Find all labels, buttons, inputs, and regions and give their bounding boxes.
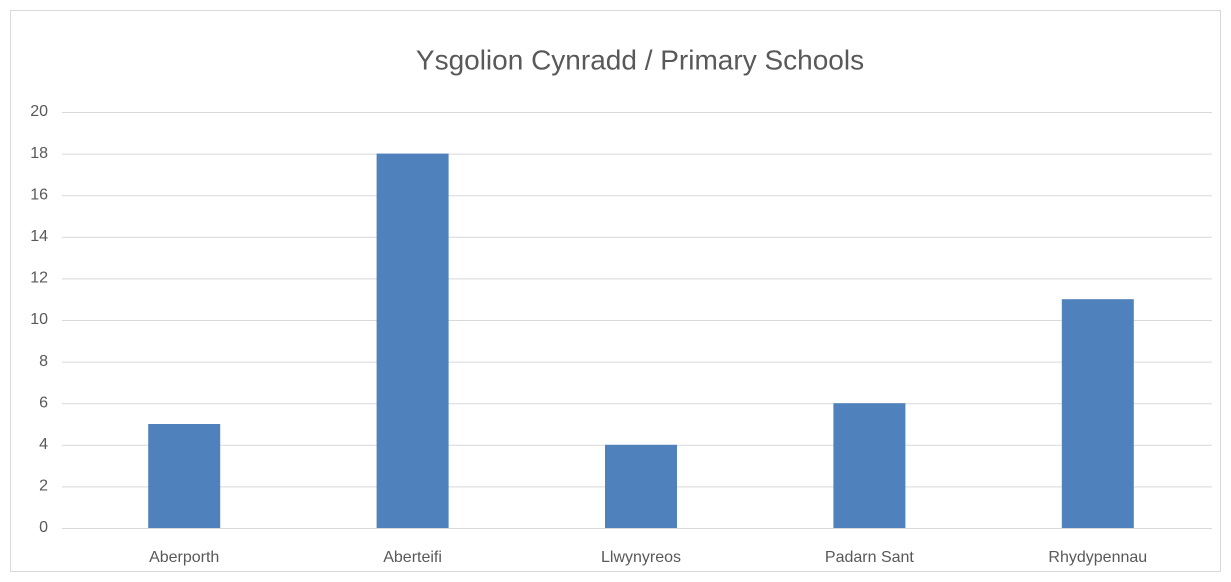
y-tick-label: 12 [30,270,48,287]
x-tick-label: Aberporth [149,549,219,566]
bar [605,444,677,528]
y-tick-label: 4 [39,436,48,453]
y-tick-label: 8 [39,353,48,370]
chart-title: Ysgolion Cynradd / Primary Schools [416,44,864,75]
y-tick-label: 14 [30,228,48,245]
y-tick-label: 0 [39,519,48,536]
bar [148,424,221,528]
y-tick-label: 10 [30,311,48,328]
y-tick-label: 16 [30,186,48,203]
bar [833,403,906,528]
x-tick-label: Llwynyreos [601,549,681,566]
y-tick-label: 20 [30,103,48,120]
x-tick-label: Rhydypennau [1048,549,1147,566]
y-tick-label: 18 [30,145,48,162]
bar [376,153,449,528]
bar [1061,299,1134,528]
x-tick-label: Padarn Sant [825,549,915,566]
y-tick-label: 6 [39,394,48,411]
y-tick-label: 2 [39,478,48,495]
x-tick-label: Aberteifi [383,549,442,566]
